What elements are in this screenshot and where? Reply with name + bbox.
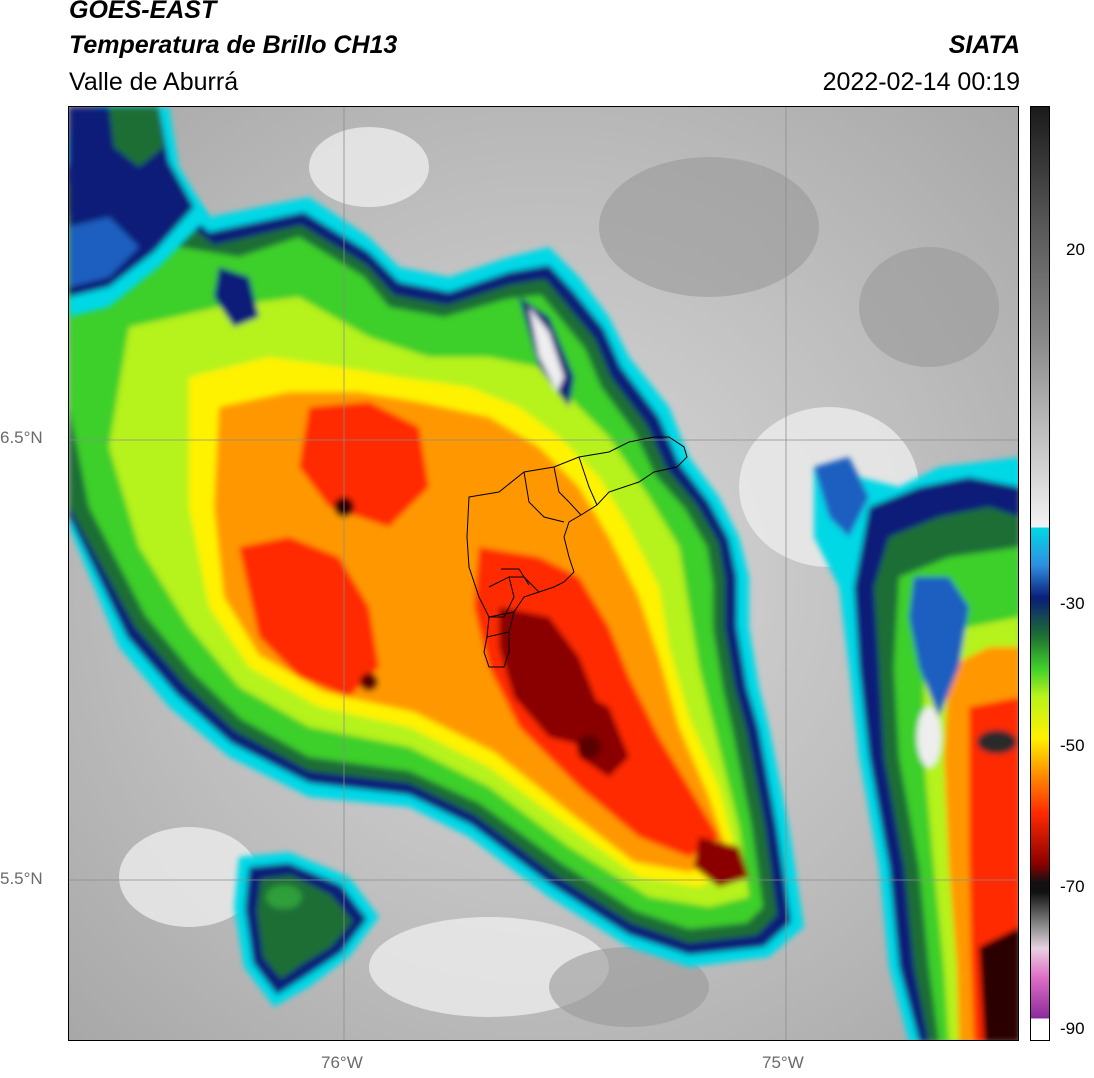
- municipal-boundaries: [466, 436, 688, 668]
- eastern-storm-band: [814, 457, 1018, 1040]
- colorbar-tick-minus50: -50: [1060, 736, 1085, 755]
- colorbar-tick-minus90: -90: [1060, 1019, 1085, 1038]
- colorbar-gradient: [1031, 107, 1049, 1040]
- colorbar-tick-minus70: -70: [1060, 877, 1085, 896]
- lat-label-6-5n: 6.5°N: [0, 428, 43, 447]
- northwest-cloud: [69, 107, 209, 317]
- map-canvas: [69, 107, 1018, 1040]
- graticule: [69, 107, 1018, 1040]
- lon-label-76w: 76°W: [321, 1053, 363, 1072]
- brand-label: SIATA: [948, 31, 1020, 59]
- product-title: Temperatura de Brillo CH13: [69, 31, 398, 59]
- lat-label-5-5n: 5.5°N: [0, 869, 43, 888]
- temperature-colorbar: [1030, 106, 1050, 1041]
- main-storm-cloud: [69, 107, 804, 967]
- isolated-cell: [234, 852, 379, 1007]
- lon-label-75w: 75°W: [762, 1053, 804, 1072]
- satellite-title: GOES-EAST: [69, 0, 217, 24]
- colorbar-tick-20: 20: [1066, 240, 1085, 259]
- timestamp-label: 2022-02-14 00:19: [822, 68, 1020, 96]
- colorbar-tick-minus30: -30: [1060, 594, 1085, 613]
- region-subtitle: Valle de Aburrá: [69, 68, 239, 96]
- background-shading: [549, 157, 999, 1027]
- satellite-map[interactable]: [68, 106, 1019, 1041]
